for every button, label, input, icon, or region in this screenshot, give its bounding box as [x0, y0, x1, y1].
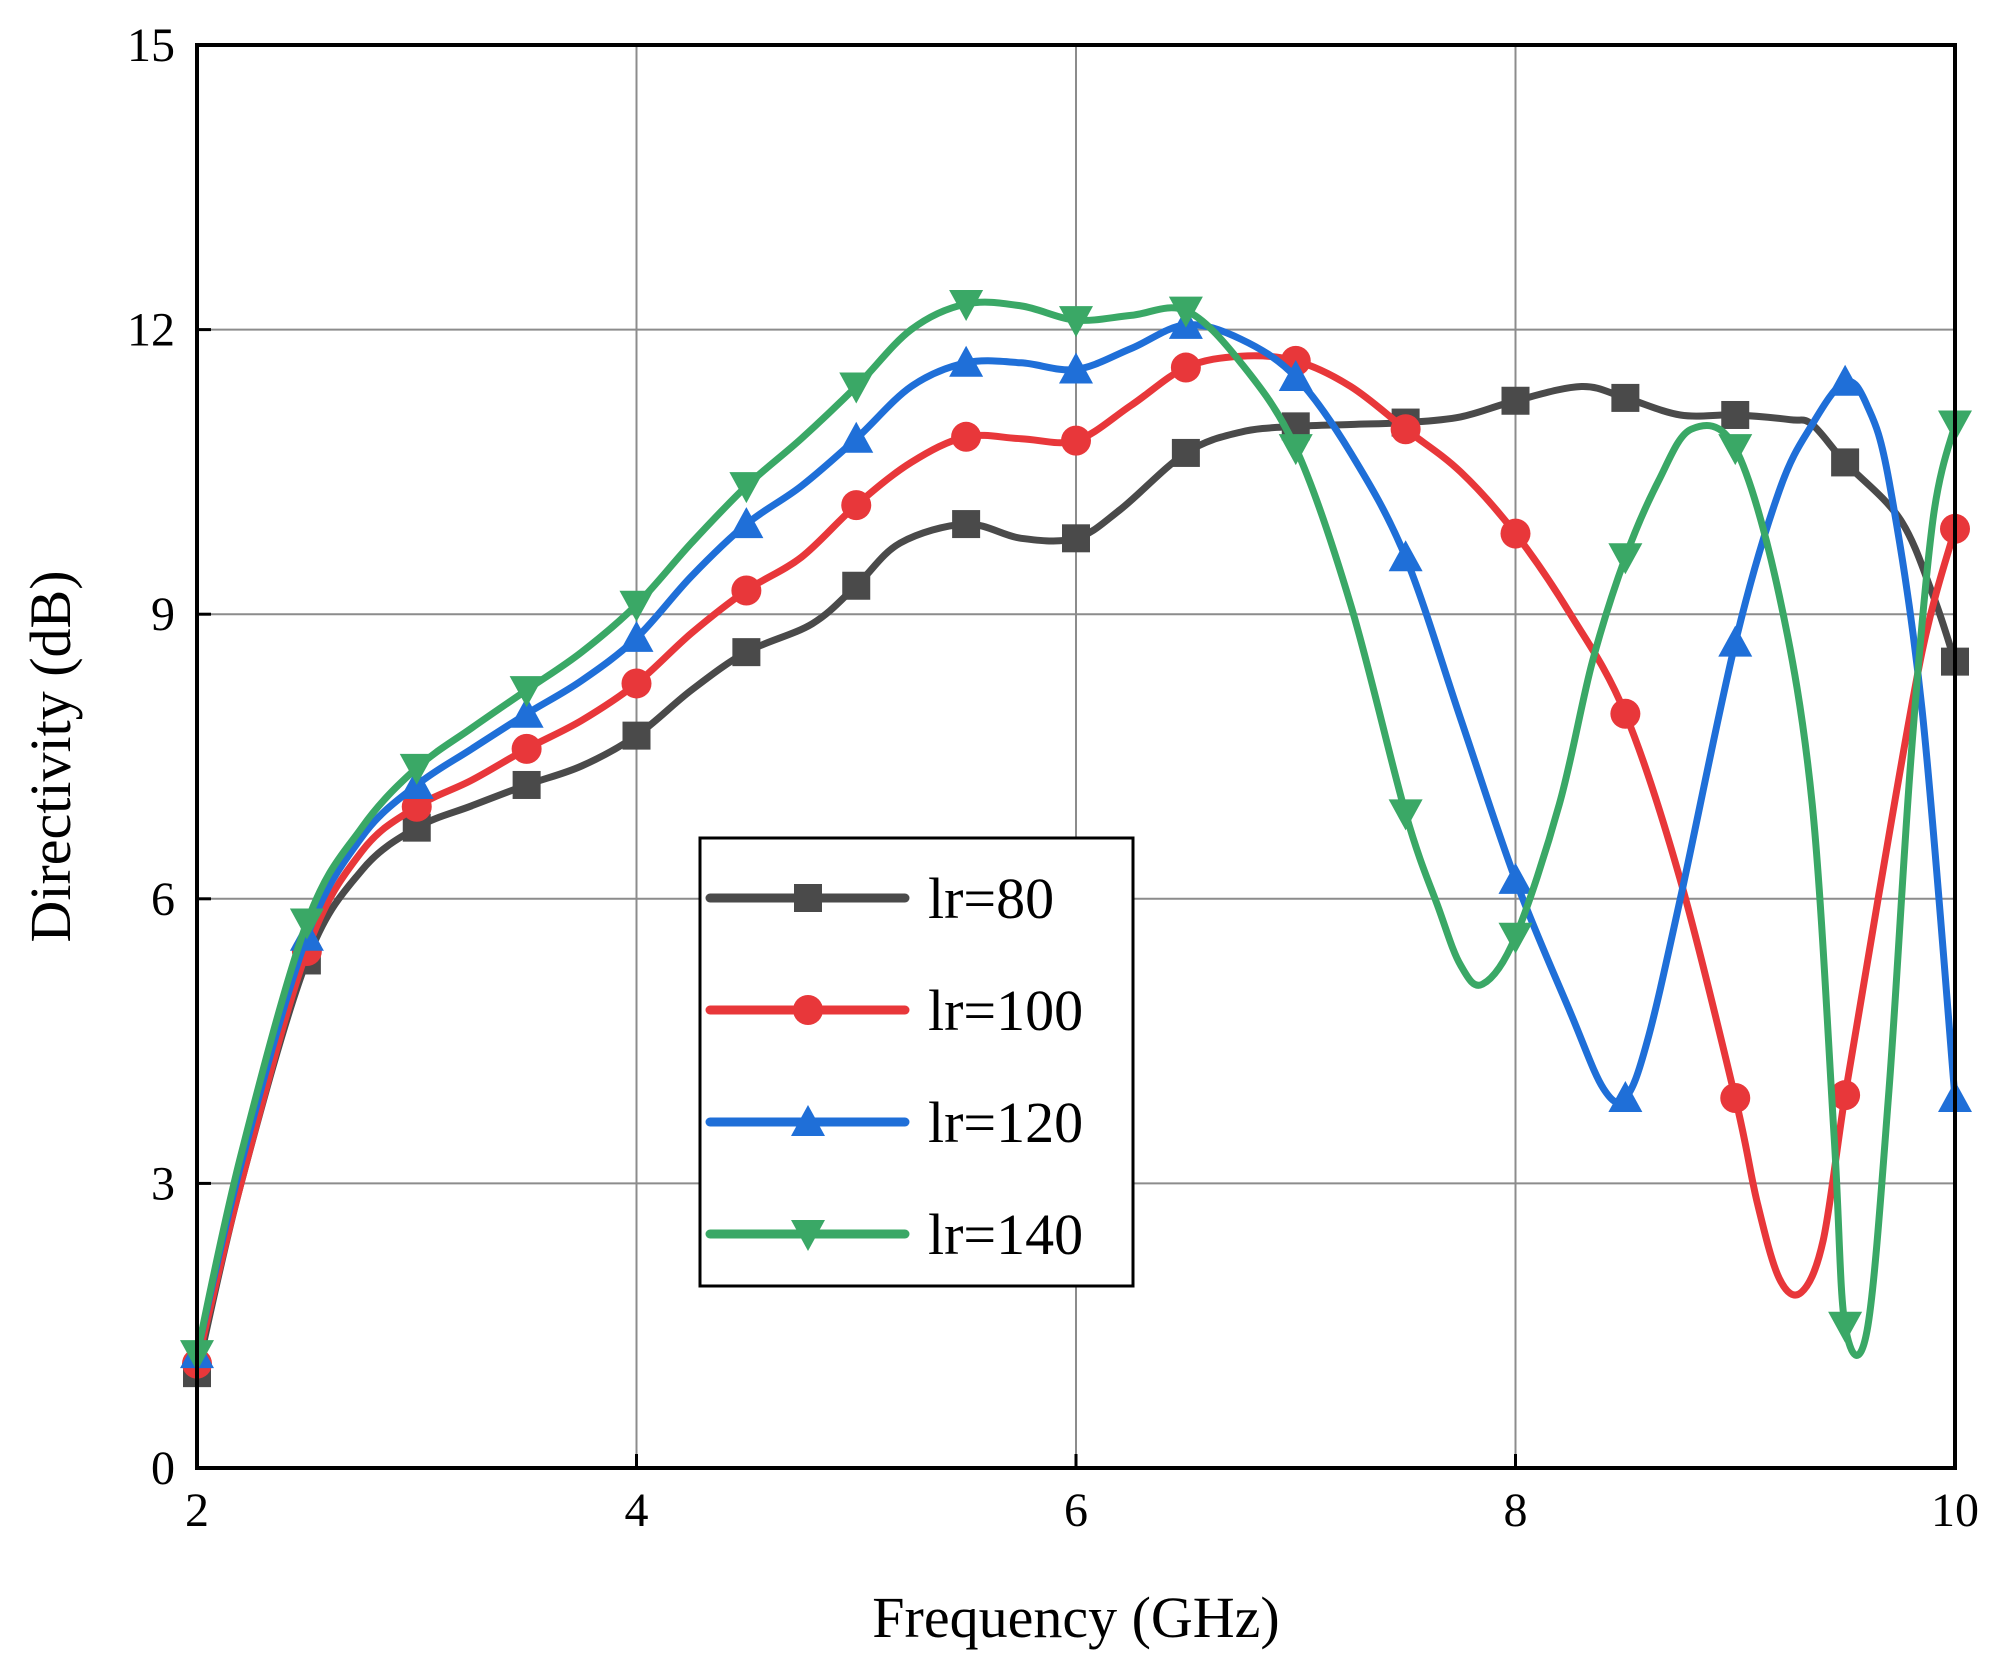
y-tick-label-1: 3 [151, 1157, 175, 1210]
legend-marker-lr=120 [791, 1105, 825, 1136]
data-point-lr=100-15 [1830, 1080, 1861, 1111]
data-point-lr=100-3 [511, 733, 542, 764]
data-point-lr=80-7 [952, 510, 981, 539]
legend-item-lr=140: lr=140 [705, 1202, 1083, 1267]
data-point-lr=120-10 [1278, 360, 1313, 392]
legend-marker-lr=140 [791, 1220, 825, 1251]
y-tick-label-2: 6 [151, 873, 175, 926]
data-point-lr=80-12 [1501, 386, 1530, 415]
data-point-lr=140-9 [1168, 296, 1203, 328]
x-tick-label-1: 4 [625, 1484, 649, 1537]
legend: lr=80 lr=100 lr=120 lr=140 [698, 836, 1135, 1288]
x-tick-label-3: 8 [1504, 1484, 1528, 1537]
data-point-lr=140-1 [289, 908, 324, 940]
legend-item-lr=100: lr=100 [705, 978, 1083, 1043]
legend-label-lr=120: lr=120 [928, 1090, 1083, 1155]
data-point-lr=100-7 [951, 421, 982, 452]
axis-ticks: 2 4 6 8 10 0 3 6 9 12 15 [127, 19, 1979, 1537]
data-point-lr=120-4 [619, 620, 654, 652]
data-point-lr=100-9 [1170, 352, 1201, 383]
data-point-lr=80-6 [842, 571, 871, 600]
data-point-lr=120-3 [509, 696, 544, 728]
data-point-lr=140-15 [1828, 1311, 1863, 1343]
x-axis-title: Frequency (GHz) [872, 1585, 1279, 1650]
data-point-lr=120-6 [839, 421, 874, 453]
data-point-lr=120-13 [1608, 1081, 1643, 1113]
data-point-lr=140-4 [619, 590, 654, 622]
data-point-lr=140-7 [949, 289, 984, 321]
series-lr=100 [182, 345, 1970, 1379]
legend-label-lr=80: lr=80 [928, 866, 1054, 931]
data-point-lr=140-11 [1388, 799, 1423, 831]
data-point-lr=80-9 [1171, 438, 1200, 467]
data-point-lr=80-3 [512, 770, 541, 799]
data-point-lr=120-14 [1718, 625, 1753, 657]
data-point-lr=100-6 [841, 490, 872, 521]
data-point-lr=140-8 [1059, 306, 1093, 338]
x-tick-label-2: 6 [1064, 1484, 1088, 1537]
legend-label-lr=100: lr=100 [928, 978, 1083, 1043]
data-point-lr=100-12 [1500, 518, 1531, 549]
data-point-lr=80-4 [622, 721, 651, 750]
data-point-lr=100-11 [1390, 414, 1421, 445]
data-point-lr=80-13 [1611, 383, 1640, 412]
data-point-lr=140-2 [399, 753, 434, 785]
series-lr=120 [180, 307, 1972, 1369]
data-point-lr=140-14 [1718, 434, 1753, 466]
data-point-lr=140-13 [1608, 543, 1643, 575]
legend-label-lr=140: lr=140 [928, 1202, 1083, 1267]
data-point-lr=80-5 [732, 638, 761, 667]
legend-marker-lr=80 [794, 884, 822, 912]
series-line-lr=100 [193, 352, 1959, 1368]
data-point-lr=100-4 [621, 668, 652, 699]
series-layer [180, 289, 1972, 1388]
y-axis-title: Directivity (dB) [18, 570, 83, 942]
data-point-lr=120-11 [1388, 540, 1423, 572]
data-point-lr=80-8 [1062, 524, 1090, 553]
legend-item-lr=120: lr=120 [705, 1090, 1083, 1155]
data-point-lr=80-14 [1721, 400, 1750, 429]
data-point-lr=100-13 [1610, 698, 1641, 729]
x-tick-label-0: 2 [185, 1484, 209, 1537]
data-point-lr=120-15 [1828, 364, 1863, 396]
data-point-lr=120-12 [1498, 862, 1533, 894]
legend-item-lr=80: lr=80 [705, 866, 1054, 931]
data-point-lr=120-5 [729, 507, 764, 539]
data-point-lr=140-6 [839, 372, 874, 404]
y-tick-label-3: 9 [151, 588, 175, 641]
data-point-lr=140-10 [1278, 434, 1313, 466]
y-tick-label-5: 15 [127, 19, 175, 72]
data-point-lr=100-5 [731, 575, 762, 606]
data-point-lr=140-12 [1498, 922, 1533, 954]
data-point-lr=140-3 [509, 676, 544, 708]
y-tick-label-0: 0 [151, 1442, 175, 1495]
series-lr=140 [180, 289, 1972, 1372]
data-point-lr=120-8 [1059, 352, 1093, 384]
y-tick-label-4: 12 [127, 304, 175, 357]
legend-box [698, 836, 1135, 1288]
data-point-lr=120-7 [949, 345, 984, 377]
data-point-lr=100-2 [401, 791, 432, 822]
data-point-lr=80-15 [1831, 448, 1860, 477]
data-point-lr=140-5 [729, 472, 764, 504]
data-point-lr=100-8 [1061, 425, 1091, 456]
data-point-lr=100-14 [1720, 1083, 1751, 1114]
legend-marker-lr=100 [793, 995, 823, 1025]
x-tick-label-4: 10 [1931, 1484, 1979, 1537]
